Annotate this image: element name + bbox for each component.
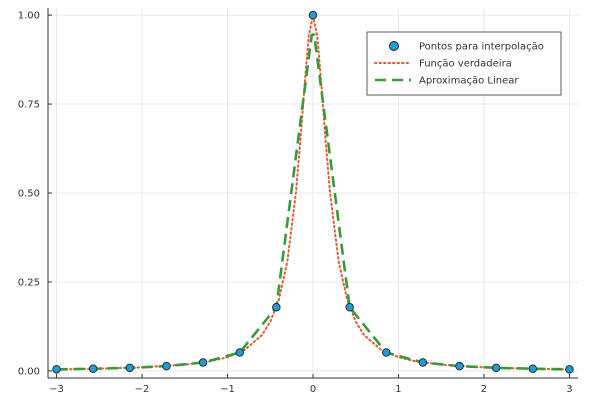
axes xyxy=(47,8,578,379)
data-point xyxy=(162,361,171,371)
data-point xyxy=(52,365,61,374)
data-point xyxy=(418,358,428,367)
y-tick-label: 0.75 xyxy=(18,100,40,111)
data-point xyxy=(382,348,391,357)
x-tick-label: −2 xyxy=(135,384,150,395)
plot-area xyxy=(52,10,574,374)
data-point xyxy=(125,363,135,373)
data-point xyxy=(272,302,281,312)
tick-labels: −3 −2 −1 0 1 2 3 0.00 0.25 0.50 0.75 1.00 xyxy=(18,11,573,395)
series-line-2 xyxy=(56,33,570,371)
data-point xyxy=(528,364,538,374)
y-tick-label: 1.00 xyxy=(18,11,40,22)
x-tick-label: −1 xyxy=(220,384,235,395)
data-point xyxy=(198,358,208,367)
x-tick-label: 2 xyxy=(481,384,487,395)
data-point xyxy=(565,365,574,374)
legend-label: Função verdadeira xyxy=(419,59,512,70)
y-tick-label: 0.25 xyxy=(18,277,40,288)
data-point xyxy=(88,364,98,374)
data-point xyxy=(491,363,501,373)
y-tick-label: 0.50 xyxy=(18,189,40,200)
x-tick-label: 1 xyxy=(395,384,401,395)
data-point xyxy=(455,361,464,371)
data-point xyxy=(235,348,244,357)
x-tick-label: −3 xyxy=(49,384,64,395)
x-tick-label: 0 xyxy=(310,384,316,395)
legend-label: Aproximação Linear xyxy=(419,76,519,87)
data-point xyxy=(308,10,318,20)
data-point xyxy=(345,302,354,312)
x-tick-label: 3 xyxy=(566,384,572,395)
y-tick-label: 0.00 xyxy=(18,366,40,377)
legend-marker-points xyxy=(389,41,399,51)
legend: Pontos para interpolação Função verdadeir… xyxy=(366,31,562,96)
legend-label: Pontos para interpolação xyxy=(419,42,544,53)
